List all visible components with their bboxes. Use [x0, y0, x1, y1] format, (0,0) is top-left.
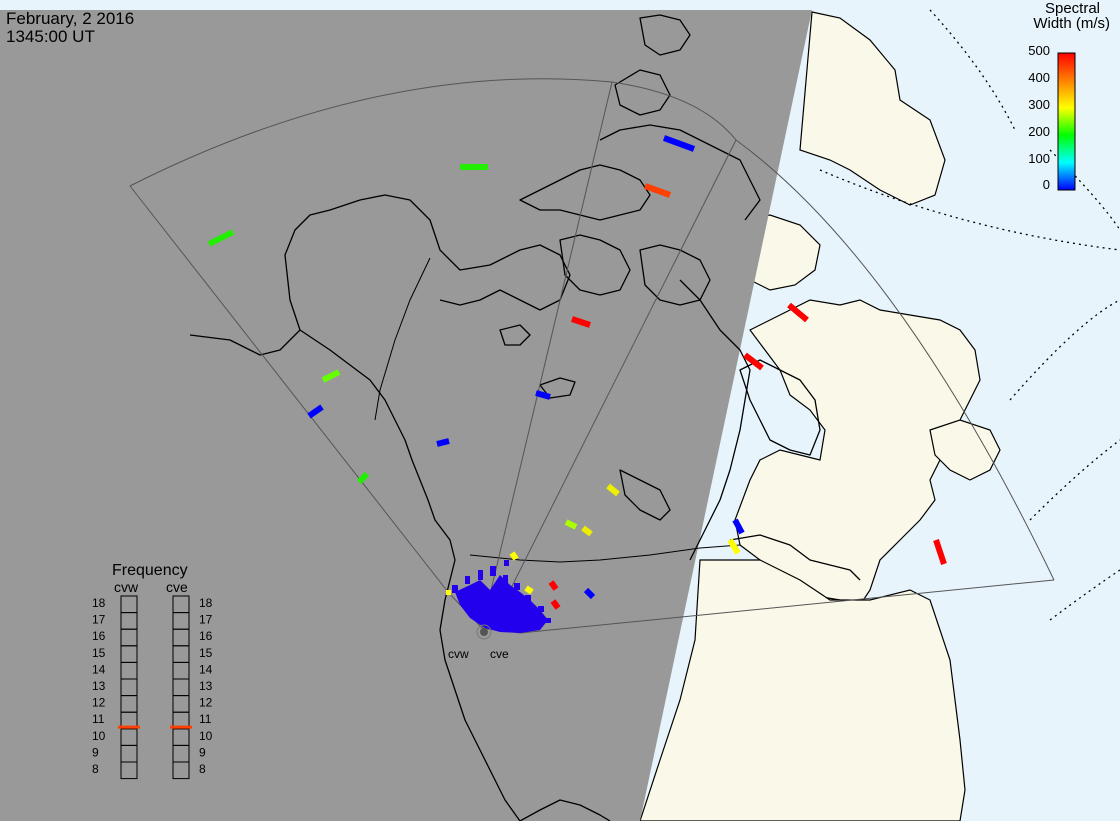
colorbar — [1057, 52, 1076, 191]
frequency-scale-label: 14 — [199, 662, 213, 676]
frequency-grid — [120, 595, 190, 780]
day-land — [639, 11, 1001, 821]
colorbar-tick: 400 — [1028, 70, 1050, 85]
frequency-scale-label: 10 — [92, 729, 106, 743]
radar-site-marker — [480, 628, 488, 636]
vector-mark — [436, 438, 450, 447]
vector-mark — [583, 587, 596, 600]
frequency-cell — [172, 761, 190, 780]
frequency-scale-label: 9 — [92, 745, 99, 759]
radar-site-markers — [476, 624, 492, 640]
frequency-scale: 18 18 17 17 16 16 15 15 14 14 13 13 12 12 11 11 10 10 9 9 8 8 — [92, 596, 213, 776]
frequency-radar-cvw: cvw — [114, 579, 139, 595]
fov-outlines — [129, 78, 1055, 634]
frequency-scale-label: 12 — [199, 696, 213, 710]
frequency-panel: Frequency cvw cve 18 18 17 17 16 16 15 15 14 14 13… — [92, 562, 213, 780]
near-range-scatter — [452, 560, 551, 633]
time-label: 1345:00 UT — [6, 27, 95, 46]
frequency-scale-label: 15 — [92, 646, 106, 660]
vector-mark — [933, 539, 947, 565]
frequency-scale-label: 15 — [199, 646, 213, 660]
frequency-scale-label: 11 — [92, 712, 105, 726]
vector-mark — [571, 316, 591, 328]
vector-mark — [535, 390, 551, 400]
vector-mark — [643, 183, 672, 198]
frequency-cell — [120, 761, 138, 780]
vector-mark — [743, 352, 764, 371]
coastlines — [189, 14, 861, 821]
vector-mark — [732, 518, 745, 535]
vector-mark — [581, 525, 593, 537]
vector-mark — [207, 229, 235, 247]
date-label: February, 2 2016 — [6, 9, 134, 28]
frequency-scale-label: 8 — [199, 762, 206, 776]
colorbar-tick: 500 — [1028, 43, 1050, 58]
frequency-scale-label: 9 — [199, 745, 206, 759]
frequency-scale-label: 13 — [92, 679, 106, 693]
frequency-scale-label: 16 — [199, 629, 213, 643]
frequency-scale-label: 18 — [92, 596, 106, 610]
vector-mark — [564, 519, 578, 530]
frequency-scale-label: 13 — [199, 679, 213, 693]
colorbar-tick: 200 — [1028, 124, 1050, 139]
frequency-radar-cve: cve — [166, 579, 188, 595]
boundaries — [374, 257, 741, 563]
colorbar-title-2: Width (m/s) — [1033, 15, 1110, 32]
colorbar-ticks: 500 400 300 200 100 0 — [1028, 43, 1050, 192]
frequency-scale-label: 18 — [199, 596, 213, 610]
radar-label-cvw: cvw — [448, 647, 469, 661]
frequency-scale-label: 16 — [92, 629, 106, 643]
colorbar-title-1: Spectral — [1045, 0, 1100, 17]
frequency-scale-label: 11 — [199, 712, 212, 726]
radar-site-marker — [476, 624, 492, 640]
frequency-scale-label: 10 — [199, 729, 213, 743]
vector-mark — [787, 302, 809, 323]
vector-mark — [356, 471, 370, 485]
colorbar-tick: 300 — [1028, 97, 1050, 112]
vector-mark — [321, 369, 341, 383]
colorbar-tick: 100 — [1028, 151, 1050, 166]
lat-lon-grid — [819, 9, 1120, 621]
vector-mark — [606, 483, 620, 497]
colorbar-tick: 0 — [1043, 177, 1050, 192]
radar-label-cve: cve — [490, 647, 509, 661]
scatter-vectors — [207, 135, 947, 610]
vector-mark — [509, 551, 519, 561]
frequency-scale-label: 12 — [92, 696, 106, 710]
frequency-scale-label: 17 — [199, 613, 213, 627]
vector-mark — [550, 599, 561, 610]
frequency-scale-label: 14 — [92, 662, 106, 676]
frequency-title: Frequency — [112, 562, 188, 579]
frequency-scale-label: 17 — [92, 613, 106, 627]
vector-mark — [662, 135, 696, 152]
vector-mark — [727, 538, 741, 555]
frequency-scale-label: 8 — [92, 762, 99, 776]
scatter-mark-yellow — [446, 590, 451, 595]
vector-mark — [548, 580, 559, 591]
vector-mark — [524, 585, 534, 595]
night-region — [0, 10, 812, 821]
vector-mark — [307, 404, 324, 419]
